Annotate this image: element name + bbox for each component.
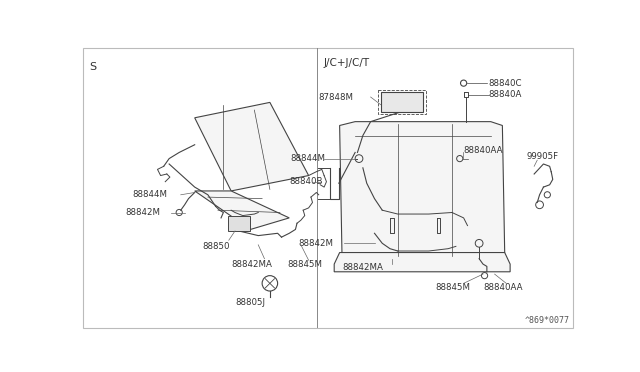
Text: 88844M: 88844M [291,154,326,163]
Bar [378,90,426,114]
Text: 88842M: 88842M [298,239,333,248]
Text: 88840B: 88840B [289,177,323,186]
Text: 99905F: 99905F [527,152,559,161]
Text: 88840A: 88840A [488,90,522,99]
Text: 88845M: 88845M [435,283,470,292]
Text: S: S [90,62,97,71]
Text: 88844M: 88844M [132,190,168,199]
Polygon shape [195,102,308,191]
Text: 88842MA: 88842MA [342,263,383,272]
Text: 88840AA: 88840AA [463,147,503,155]
Bar [381,92,423,112]
Text: 88845M: 88845M [288,260,323,269]
Text: 88850: 88850 [202,242,230,251]
Text: 88805J: 88805J [236,298,266,307]
Text: J/C+J/C/T: J/C+J/C/T [323,58,369,68]
Text: 88840C: 88840C [488,78,522,88]
Polygon shape [340,122,505,259]
Text: ^869*0077: ^869*0077 [525,316,570,325]
Bar [228,216,250,231]
Polygon shape [195,191,289,230]
Text: 88842MA: 88842MA [231,260,272,269]
Text: 88842M: 88842M [125,208,160,217]
Polygon shape [334,253,510,272]
Text: 88840AA: 88840AA [483,283,522,292]
Text: 87848M: 87848M [319,93,354,102]
